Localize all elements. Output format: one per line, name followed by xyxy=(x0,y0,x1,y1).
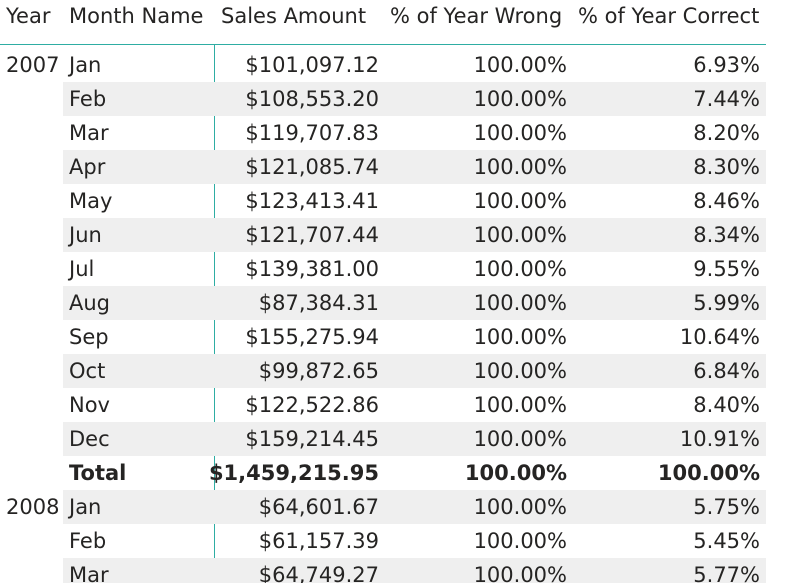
pct-wrong-cell: 100.00% xyxy=(473,325,567,349)
month-cell[interactable]: Dec xyxy=(69,427,110,451)
table-body: 2007 Jan $101,097.12 100.00% 6.93% Feb $… xyxy=(0,48,766,583)
pct-correct-cell: 5.77% xyxy=(693,563,760,583)
table-row: Nov $122,522.86 100.00% 8.40% xyxy=(0,388,766,422)
pct-correct-cell: 10.64% xyxy=(679,325,760,349)
sales-cell: $122,522.86 xyxy=(245,393,379,417)
sales-cell: $139,381.00 xyxy=(245,257,379,281)
pct-wrong-cell: 100.00% xyxy=(473,563,567,583)
table-row: Aug $87,384.31 100.00% 5.99% xyxy=(0,286,766,320)
pct-correct-cell: 5.99% xyxy=(693,291,760,315)
pct-wrong-cell: 100.00% xyxy=(473,529,567,553)
month-cell[interactable]: Feb xyxy=(69,87,107,111)
pct-correct-cell: 6.93% xyxy=(693,53,760,77)
pct-correct-cell: 6.84% xyxy=(693,359,760,383)
pct-wrong-cell: 100.00% xyxy=(473,223,567,247)
total-label: Total xyxy=(69,461,127,485)
sales-cell: $61,157.39 xyxy=(258,529,379,553)
month-cell[interactable]: Feb xyxy=(69,529,107,553)
month-cell[interactable]: Nov xyxy=(69,393,110,417)
month-cell[interactable]: Mar xyxy=(69,121,109,145)
pct-correct-cell: 10.91% xyxy=(679,427,760,451)
sales-cell: $123,413.41 xyxy=(245,189,379,213)
column-header-sales-amount[interactable]: Sales Amount xyxy=(221,4,367,28)
pct-wrong-cell: 100.00% xyxy=(473,155,567,179)
month-cell[interactable]: Jun xyxy=(69,223,102,247)
pct-correct-cell: 8.46% xyxy=(693,189,760,213)
total-pct-correct-cell: 100.00% xyxy=(657,461,760,485)
month-cell[interactable]: Aug xyxy=(69,291,111,315)
total-pct-wrong-cell: 100.00% xyxy=(464,461,567,485)
sales-cell: $108,553.20 xyxy=(245,87,379,111)
table-row: 2008 Jan $64,601.67 100.00% 5.75% xyxy=(0,490,766,524)
sales-cell: $121,085.74 xyxy=(245,155,379,179)
sales-cell: $99,872.65 xyxy=(258,359,379,383)
pct-wrong-cell: 100.00% xyxy=(473,393,567,417)
table-row: Sep $155,275.94 100.00% 10.64% xyxy=(0,320,766,354)
pct-wrong-cell: 100.00% xyxy=(473,87,567,111)
table-row: Mar $119,707.83 100.00% 8.20% xyxy=(0,116,766,150)
pct-wrong-cell: 100.00% xyxy=(473,189,567,213)
table-row: May $123,413.41 100.00% 8.46% xyxy=(0,184,766,218)
table-row: 2007 Jan $101,097.12 100.00% 6.93% xyxy=(0,48,766,82)
pct-wrong-cell: 100.00% xyxy=(473,495,567,519)
table-row-total: Total $1,459,215.95 100.00% 100.00% xyxy=(0,456,766,490)
pct-wrong-cell: 100.00% xyxy=(473,53,567,77)
pct-correct-cell: 8.34% xyxy=(693,223,760,247)
column-header-pct-year-wrong[interactable]: % of Year Wrong xyxy=(390,4,563,28)
pct-wrong-cell: 100.00% xyxy=(473,257,567,281)
sales-cell: $159,214.45 xyxy=(245,427,379,451)
month-cell[interactable]: Oct xyxy=(69,359,106,383)
sales-cell: $121,707.44 xyxy=(245,223,379,247)
pct-correct-cell: 5.45% xyxy=(693,529,760,553)
column-header-year[interactable]: Year xyxy=(6,4,51,28)
pct-correct-cell: 8.20% xyxy=(693,121,760,145)
table-row: Dec $159,214.45 100.00% 10.91% xyxy=(0,422,766,456)
table-row: Oct $99,872.65 100.00% 6.84% xyxy=(0,354,766,388)
pct-wrong-cell: 100.00% xyxy=(473,291,567,315)
year-cell[interactable]: 2008 xyxy=(6,495,60,519)
sales-cell: $64,749.27 xyxy=(258,563,379,583)
year-cell[interactable]: 2007 xyxy=(6,53,60,77)
table-row: Mar $64,749.27 100.00% 5.77% xyxy=(0,558,766,583)
pct-correct-cell: 5.75% xyxy=(693,495,760,519)
pct-correct-cell: 8.30% xyxy=(693,155,760,179)
month-cell[interactable]: Apr xyxy=(69,155,106,179)
month-cell[interactable]: May xyxy=(69,189,113,213)
column-header-month-name[interactable]: Month Name xyxy=(69,4,204,28)
pct-correct-cell: 9.55% xyxy=(693,257,760,281)
table-row: Apr $121,085.74 100.00% 8.30% xyxy=(0,150,766,184)
table-row: Jul $139,381.00 100.00% 9.55% xyxy=(0,252,766,286)
total-sales-cell: $1,459,215.95 xyxy=(208,461,379,485)
column-header-pct-year-correct[interactable]: % of Year Correct xyxy=(578,4,760,28)
month-cell[interactable]: Jan xyxy=(69,495,102,519)
pct-correct-cell: 7.44% xyxy=(693,87,760,111)
table-row: Feb $61,157.39 100.00% 5.45% xyxy=(0,524,766,558)
sales-cell: $64,601.67 xyxy=(258,495,379,519)
month-cell[interactable]: Mar xyxy=(69,563,109,583)
sales-cell: $87,384.31 xyxy=(258,291,379,315)
month-cell[interactable]: Sep xyxy=(69,325,109,349)
pct-wrong-cell: 100.00% xyxy=(473,121,567,145)
table-row: Feb $108,553.20 100.00% 7.44% xyxy=(0,82,766,116)
pct-wrong-cell: 100.00% xyxy=(473,359,567,383)
month-cell[interactable]: Jan xyxy=(69,53,102,77)
pct-wrong-cell: 100.00% xyxy=(473,427,567,451)
sales-cell: $155,275.94 xyxy=(245,325,379,349)
table-row: Jun $121,707.44 100.00% 8.34% xyxy=(0,218,766,252)
sales-cell: $101,097.12 xyxy=(245,53,379,77)
sales-cell: $119,707.83 xyxy=(245,121,379,145)
pct-correct-cell: 8.40% xyxy=(693,393,760,417)
month-cell[interactable]: Jul xyxy=(69,257,95,281)
table-header: Year Month Name Sales Amount % of Year W… xyxy=(0,0,766,45)
